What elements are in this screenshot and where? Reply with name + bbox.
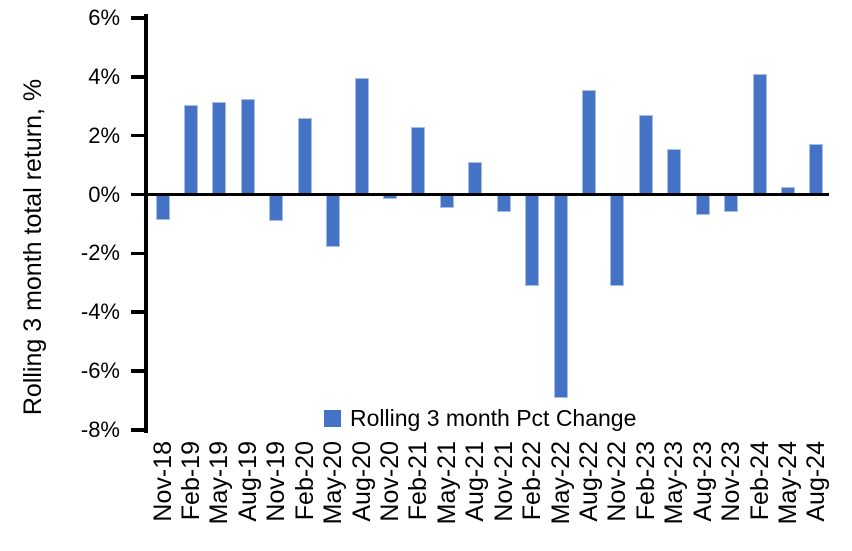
x-tick-label: Nov-19 bbox=[262, 441, 291, 522]
x-tick-label: Feb-19 bbox=[176, 441, 205, 521]
y-axis-line bbox=[144, 14, 148, 433]
y-tick-mark bbox=[131, 192, 144, 197]
x-tick-label: Aug-22 bbox=[574, 441, 603, 522]
y-tick-label: -4% bbox=[80, 299, 120, 325]
x-tick-label: Aug-23 bbox=[688, 441, 717, 522]
x-tick-label: May-23 bbox=[660, 441, 689, 525]
x-tick-label: Aug-19 bbox=[233, 441, 262, 522]
y-tick-label: 2% bbox=[88, 122, 120, 148]
legend-label: Rolling 3 month Pct Change bbox=[350, 405, 637, 431]
x-tick-label: May-20 bbox=[319, 441, 348, 525]
x-tick-label: Aug-21 bbox=[461, 441, 490, 522]
y-tick-label: -6% bbox=[80, 358, 120, 384]
bar bbox=[496, 194, 511, 213]
y-tick-mark bbox=[131, 369, 144, 373]
bar bbox=[297, 117, 312, 195]
y-tick-label: 0% bbox=[88, 181, 120, 207]
x-tick-label: May-19 bbox=[205, 441, 234, 525]
y-tick-mark bbox=[131, 16, 144, 20]
bar bbox=[752, 73, 767, 195]
y-tick-label: 4% bbox=[88, 63, 120, 89]
bar-chart: Rolling 3 month total return, % Rolling … bbox=[19, 4, 830, 524]
x-tick-label: Feb-24 bbox=[745, 441, 774, 521]
x-tick-label: Nov-22 bbox=[603, 441, 632, 522]
bar bbox=[610, 194, 625, 286]
x-tick-label: Feb-21 bbox=[404, 441, 433, 521]
x-tick-label: Feb-23 bbox=[631, 441, 660, 521]
y-tick-mark bbox=[131, 428, 144, 432]
bar bbox=[724, 194, 739, 213]
bar bbox=[411, 126, 426, 195]
y-tick-label: -8% bbox=[80, 416, 120, 442]
y-tick-mark bbox=[131, 75, 144, 79]
x-tick-label: May-21 bbox=[432, 441, 461, 525]
y-tick-mark bbox=[131, 251, 144, 256]
x-tick-label: May-24 bbox=[773, 441, 802, 525]
bar bbox=[553, 194, 568, 398]
x-tick-label: Nov-23 bbox=[717, 441, 746, 522]
x-tick-label: May-22 bbox=[546, 441, 575, 525]
zero-axis-line bbox=[144, 192, 829, 197]
x-tick-label: Nov-18 bbox=[148, 441, 177, 522]
legend-swatch-icon bbox=[324, 409, 341, 427]
y-tick-label: 6% bbox=[88, 4, 120, 30]
y-tick-mark bbox=[131, 133, 144, 138]
y-tick-mark bbox=[131, 310, 144, 314]
bar bbox=[525, 194, 540, 286]
bar bbox=[240, 98, 255, 195]
bar bbox=[326, 194, 341, 248]
bar bbox=[212, 101, 227, 195]
x-tick-label: Aug-24 bbox=[802, 441, 831, 522]
x-tick-label: Feb-22 bbox=[518, 441, 547, 521]
bar bbox=[468, 162, 483, 195]
bar bbox=[809, 144, 824, 195]
bar bbox=[695, 194, 710, 216]
bar bbox=[354, 78, 369, 195]
x-tick-label: Nov-20 bbox=[375, 441, 404, 522]
legend: Rolling 3 month Pct Change bbox=[324, 405, 636, 431]
bar bbox=[667, 148, 682, 195]
bar bbox=[581, 90, 596, 195]
bar bbox=[269, 194, 284, 221]
bar bbox=[155, 194, 170, 220]
bar bbox=[439, 194, 454, 208]
bar bbox=[638, 115, 653, 195]
y-tick-label: -2% bbox=[80, 240, 120, 266]
x-tick-label: Nov-21 bbox=[489, 441, 518, 522]
x-tick-label: Feb-20 bbox=[290, 441, 319, 521]
x-tick-label: Aug-20 bbox=[347, 441, 376, 522]
bar bbox=[183, 104, 198, 195]
